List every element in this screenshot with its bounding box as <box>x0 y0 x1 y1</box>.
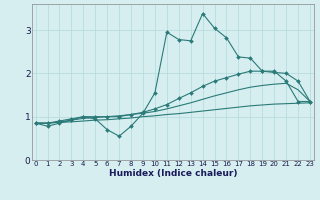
X-axis label: Humidex (Indice chaleur): Humidex (Indice chaleur) <box>108 169 237 178</box>
